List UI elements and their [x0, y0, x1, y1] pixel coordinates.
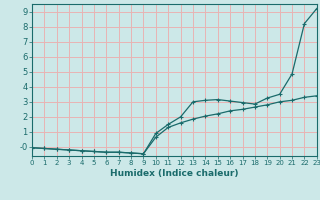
X-axis label: Humidex (Indice chaleur): Humidex (Indice chaleur) — [110, 169, 239, 178]
